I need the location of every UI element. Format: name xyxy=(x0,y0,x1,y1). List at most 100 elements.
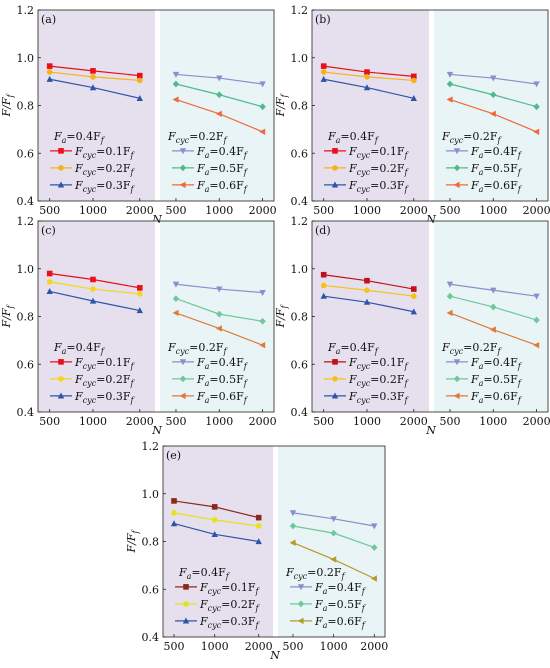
x-tick-label: 2000 xyxy=(249,415,277,428)
x-axis-label: N xyxy=(151,213,162,226)
data-point xyxy=(255,523,262,529)
data-point xyxy=(446,80,454,88)
data-point xyxy=(255,514,262,521)
data-point xyxy=(255,538,262,545)
data-point xyxy=(46,75,53,82)
legend-entry: Fa=0.5Ff xyxy=(470,373,523,388)
data-point xyxy=(320,292,327,299)
legend-title: Fa=0.4Ff xyxy=(53,341,106,356)
data-point xyxy=(364,74,370,80)
legend-entry: Fcyc=0.3Ff xyxy=(74,390,135,405)
x-tick-label: 500 xyxy=(165,204,186,217)
y-tick-label: 0.4 xyxy=(142,631,160,644)
data-point xyxy=(533,341,540,349)
x-tick-label: 1000 xyxy=(201,640,229,653)
panel-b: 0.4 0.6 0.8 1.0 1.2 F/Ff (b) 500 1000 2000 500 1000… xyxy=(274,4,550,226)
y-tick-label: 1.2 xyxy=(17,215,35,228)
data-point xyxy=(320,63,327,69)
x-tick-label: 1000 xyxy=(353,204,381,217)
data-point xyxy=(533,103,540,111)
data-point xyxy=(363,84,371,91)
data-point xyxy=(289,522,297,530)
data-point xyxy=(46,270,53,277)
data-point xyxy=(172,295,180,302)
y-tick-label: 0.8 xyxy=(17,311,35,324)
left-region xyxy=(38,221,155,412)
x-tick-label: 1000 xyxy=(479,204,507,217)
data-point xyxy=(171,510,177,516)
legend-entry: Fcyc=0.1Ff xyxy=(199,581,260,596)
panel-label: (c) xyxy=(41,224,56,237)
data-point xyxy=(446,292,454,300)
y-tick-label: 0.4 xyxy=(291,406,309,419)
y-tick-label: 0.8 xyxy=(291,311,309,324)
data-point xyxy=(410,308,417,315)
x-tick-label: 2000 xyxy=(245,640,273,653)
legend-entry: Fcyc=0.2Ff xyxy=(199,598,260,613)
y-tick-label: 1.0 xyxy=(17,263,35,276)
panel-label: (d) xyxy=(315,224,331,237)
data-point xyxy=(89,297,97,304)
data-point xyxy=(90,276,96,283)
y-tick-label: 1.0 xyxy=(142,488,160,501)
legend-marker xyxy=(332,148,338,154)
data-point xyxy=(216,75,223,82)
y-tick-label: 1.2 xyxy=(17,4,35,17)
legend-marker xyxy=(297,600,305,608)
legend-entry: Fa=0.4Ff xyxy=(196,145,249,160)
data-point xyxy=(446,281,454,288)
data-point xyxy=(172,96,179,103)
legend-marker xyxy=(179,359,187,366)
x-tick-label: 500 xyxy=(313,204,334,217)
data-point xyxy=(489,110,496,118)
left-region xyxy=(163,446,273,637)
legend-title: Fa=0.4Ff xyxy=(327,341,380,356)
legend-marker xyxy=(453,359,461,366)
data-point xyxy=(46,288,53,295)
data-point xyxy=(446,309,453,317)
legend-title: Fcyc=0.2Ff xyxy=(167,130,228,145)
y-tick-label: 1.2 xyxy=(142,440,160,453)
legend-title: Fcyc=0.2Ff xyxy=(167,341,228,356)
legend-marker xyxy=(179,392,186,400)
y-tick-label: 0.8 xyxy=(17,100,35,113)
panel-label: (e) xyxy=(166,449,181,462)
legend-marker xyxy=(58,359,64,365)
y-tick-label: 0.8 xyxy=(291,100,309,113)
data-point xyxy=(320,75,327,82)
legend-title: Fa=0.4Ff xyxy=(53,130,106,145)
x-tick-label: 500 xyxy=(39,415,60,428)
data-point xyxy=(533,128,540,135)
legend-entry: Fcyc=0.2Ff xyxy=(74,373,135,388)
x-tick-label: 500 xyxy=(313,415,334,428)
data-point xyxy=(490,91,497,99)
data-point xyxy=(446,71,454,78)
left-region xyxy=(312,10,429,201)
data-point xyxy=(172,309,179,317)
data-point xyxy=(211,530,218,537)
data-point xyxy=(259,81,266,88)
x-tick-label: 500 xyxy=(39,204,60,217)
data-point xyxy=(533,81,540,88)
right-region xyxy=(434,221,548,412)
y-axis-label: F/Ff xyxy=(0,92,15,117)
data-point xyxy=(215,110,222,118)
data-point xyxy=(89,84,97,91)
data-point xyxy=(172,281,180,288)
legend-marker xyxy=(453,148,461,155)
legend-entry: Fa=0.5Ff xyxy=(314,598,367,613)
panel-d: 0.4 0.6 0.8 1.0 1.2 F/Ff (d) 500 1000 2000 500 1000… xyxy=(274,215,550,437)
legend-title: Fcyc=0.2Ff xyxy=(285,566,346,581)
legend-entry: Fa=0.6Ff xyxy=(196,390,249,405)
data-point xyxy=(490,287,497,294)
data-point xyxy=(216,310,223,318)
data-point xyxy=(136,94,143,101)
data-point xyxy=(46,63,53,69)
data-point xyxy=(46,69,53,75)
x-tick-label: 1000 xyxy=(79,204,107,217)
legend-marker xyxy=(57,392,65,399)
x-tick-label: 1000 xyxy=(205,204,233,217)
legend-entry: Fcyc=0.3Ff xyxy=(199,615,260,630)
legend-entry: Fa=0.5Ff xyxy=(196,373,249,388)
